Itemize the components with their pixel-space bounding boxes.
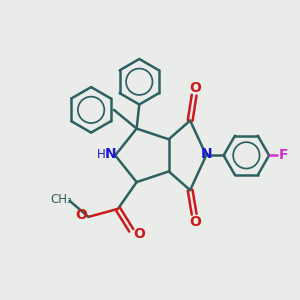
Text: O: O (133, 226, 145, 241)
Text: N: N (105, 147, 116, 161)
Text: O: O (75, 208, 87, 222)
Text: O: O (189, 215, 201, 229)
Text: N: N (200, 147, 212, 161)
Text: CH₃: CH₃ (50, 193, 72, 206)
Text: F: F (278, 148, 288, 162)
Text: H: H (97, 148, 106, 161)
Text: O: O (189, 81, 201, 94)
